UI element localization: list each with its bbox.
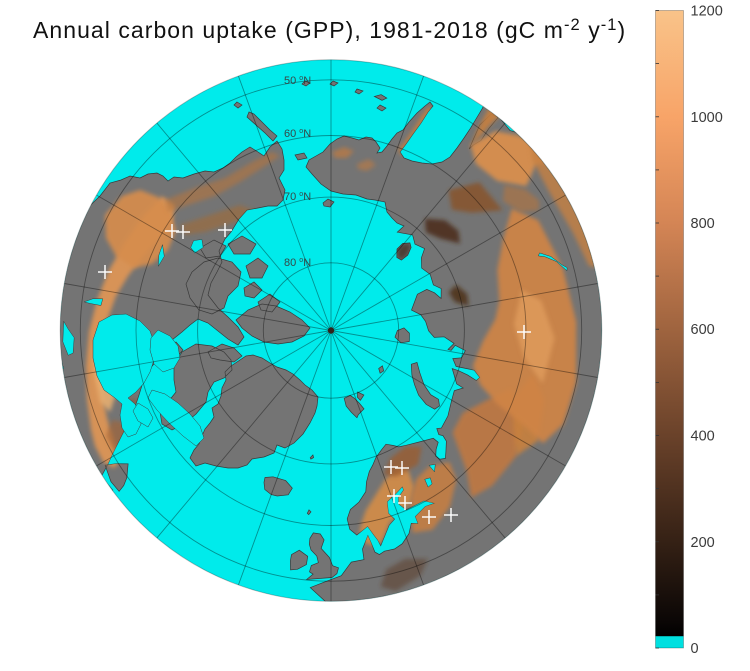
svg-text:70 oN: 70 oN xyxy=(284,191,311,203)
svg-text:0: 0 xyxy=(691,641,699,657)
svg-text:400: 400 xyxy=(691,429,715,445)
svg-text:Annual carbon uptake (GPP), 19: Annual carbon uptake (GPP), 1981-2018 (g… xyxy=(33,16,626,43)
svg-text:800: 800 xyxy=(691,216,715,232)
svg-text:50 oN: 50 oN xyxy=(284,75,311,87)
svg-text:60 oN: 60 oN xyxy=(284,128,311,140)
svg-text:1000: 1000 xyxy=(691,110,723,126)
svg-text:1200: 1200 xyxy=(691,4,723,20)
svg-text:600: 600 xyxy=(691,322,715,338)
svg-text:200: 200 xyxy=(691,535,715,551)
svg-text:80 oN: 80 oN xyxy=(284,257,311,269)
